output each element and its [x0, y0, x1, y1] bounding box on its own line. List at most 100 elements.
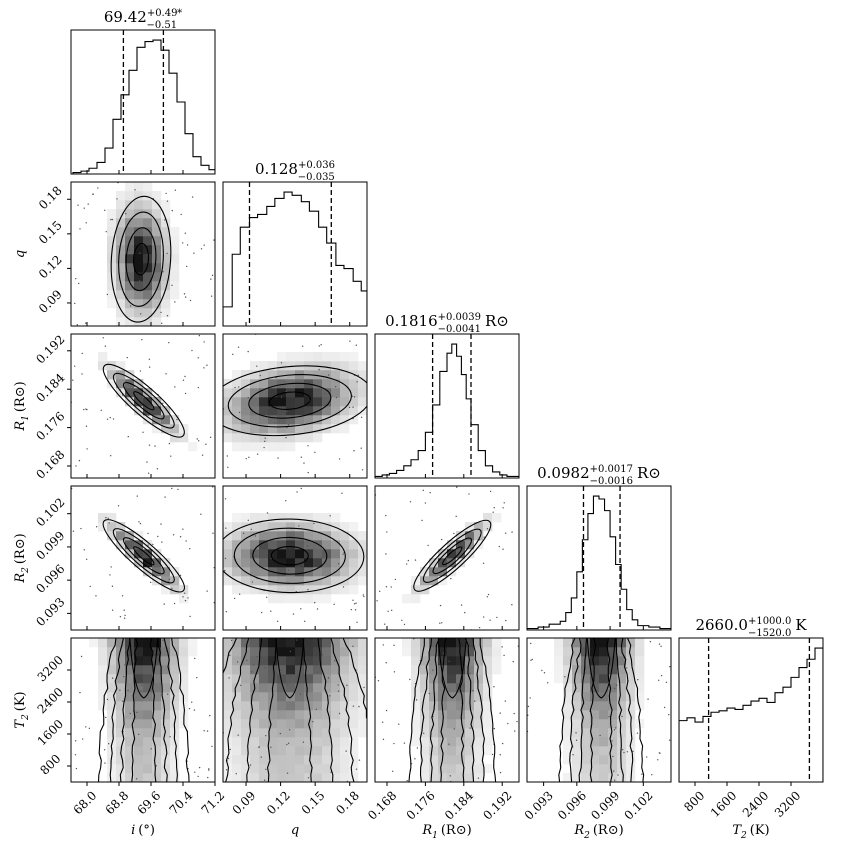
density-cell	[456, 746, 466, 756]
scatter-point	[265, 596, 268, 598]
title-i: 69.42+0.49 −0.51*	[104, 8, 182, 31]
scatter-point	[387, 610, 389, 612]
scatter-point	[83, 549, 85, 551]
contour-line-1	[122, 537, 165, 575]
density-cell	[268, 361, 278, 371]
x-tick-label: 0.12	[264, 788, 293, 817]
density-cell	[125, 209, 135, 219]
y-tick-label: 0.093	[33, 595, 67, 629]
contour-line-2	[118, 211, 164, 307]
density-cell	[250, 773, 260, 782]
density-cell	[277, 719, 287, 729]
scatter-point	[206, 590, 208, 592]
density-cell	[304, 388, 314, 398]
density-cell	[313, 737, 323, 747]
scatter-point	[385, 514, 387, 517]
density-cell	[250, 576, 260, 586]
scatter-point	[183, 293, 186, 295]
density-cell	[474, 710, 484, 720]
density-cell	[250, 692, 260, 702]
density-cell	[125, 540, 135, 550]
scatter-point	[193, 252, 195, 254]
density-cell	[447, 710, 457, 720]
scatter-point	[247, 519, 249, 521]
scatter-point	[177, 488, 179, 491]
density-cell	[313, 647, 323, 657]
scatter-point	[266, 512, 269, 514]
density-cell	[420, 576, 430, 586]
scatter-point	[276, 620, 279, 622]
density-cell	[438, 683, 448, 693]
density-cell	[125, 263, 135, 273]
density-cell	[268, 764, 278, 774]
density-cell	[590, 773, 600, 782]
density-cell	[286, 656, 296, 666]
density-cell	[116, 361, 126, 371]
density-cell	[170, 424, 180, 434]
scatter-point	[88, 727, 91, 730]
scatter-point	[303, 620, 306, 622]
scatter-point	[107, 743, 110, 745]
scatter-point	[441, 622, 443, 624]
density-cell	[143, 683, 153, 693]
contour-line-0	[268, 391, 311, 410]
scatter-point	[80, 527, 82, 530]
density-cell	[331, 388, 341, 398]
scatter-point	[503, 654, 505, 657]
density-cell	[608, 665, 618, 675]
density-cell	[134, 692, 144, 702]
scatter-point	[259, 374, 261, 377]
scatter-point	[622, 748, 624, 751]
title-lower: −0.0041	[438, 324, 481, 335]
scatter-point	[393, 742, 395, 745]
scatter-point	[136, 711, 138, 714]
scatter-point	[456, 486, 458, 488]
density-cell	[608, 728, 618, 738]
density-cell	[107, 227, 117, 237]
scatter-point	[617, 774, 619, 776]
density-cell	[143, 764, 153, 774]
density-cell	[340, 379, 350, 389]
density-cell	[98, 656, 108, 666]
density-cell	[358, 361, 367, 371]
density-cell	[608, 710, 618, 720]
density-cell	[223, 415, 233, 425]
scatter-point	[143, 674, 145, 676]
scatter-point	[182, 379, 185, 381]
scatter-point	[184, 232, 187, 234]
density-cell	[295, 647, 305, 657]
density-cell	[349, 647, 359, 657]
density-cell	[322, 701, 332, 711]
density-cell	[259, 433, 269, 443]
density-cell	[268, 737, 278, 747]
density-cell	[170, 647, 180, 657]
scatter-point	[384, 623, 386, 625]
scatter-point	[306, 545, 309, 547]
density-cell	[161, 710, 171, 720]
y-tick-label: 800	[37, 752, 63, 778]
density-cell	[125, 227, 135, 237]
density-cell	[277, 352, 287, 362]
density-cell	[304, 746, 314, 756]
density-cell	[98, 692, 108, 702]
scatter-point	[543, 672, 546, 674]
density-cell	[322, 737, 332, 747]
x-axis-label-R2: R2 (R⊙)	[573, 823, 623, 841]
density-cell	[313, 665, 323, 675]
density-cell	[107, 674, 117, 684]
density-cell	[116, 656, 126, 666]
density-cell	[161, 665, 171, 675]
density-cell	[170, 263, 180, 273]
scatter-point	[333, 660, 336, 662]
scatter-point	[148, 444, 151, 446]
x-tick-label: 68.8	[103, 788, 132, 817]
scatter-point	[171, 284, 173, 287]
density-cell	[125, 647, 135, 657]
density-cell	[304, 513, 314, 523]
density-cell	[232, 683, 242, 693]
density-cell	[161, 415, 171, 425]
density-cell	[241, 638, 251, 648]
density-cell	[447, 773, 457, 782]
density-cell	[295, 773, 305, 782]
